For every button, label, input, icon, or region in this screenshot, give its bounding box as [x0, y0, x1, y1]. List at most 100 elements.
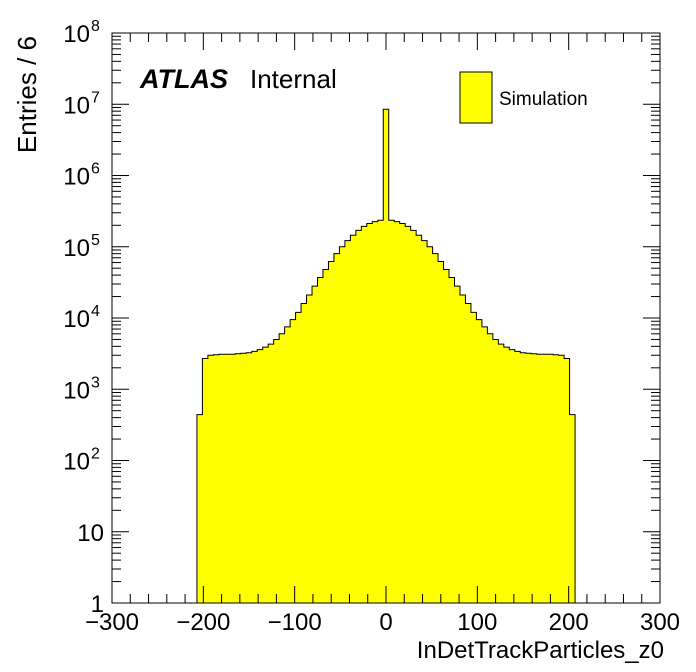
histogram-bar: [240, 353, 247, 603]
x-tick-label: 200: [549, 609, 589, 636]
histogram-bar: [202, 358, 209, 603]
y-tick-label: 10: [63, 21, 90, 48]
x-axis-label: InDetTrackParticles_z0: [417, 637, 664, 664]
histogram-bar: [268, 344, 275, 603]
legend-entry-simulation: Simulation: [499, 89, 588, 110]
y-tick-label: 10: [77, 520, 104, 547]
histogram-bar: [394, 221, 401, 603]
axis-ticks: [111, 32, 661, 604]
atlas-label: ATLAS: [139, 64, 228, 94]
histogram-bar: [558, 355, 565, 603]
y-tick-label-exponent: 7: [91, 89, 100, 106]
histogram-bar: [410, 230, 417, 603]
histogram-bar: [377, 220, 384, 603]
histogram-bar: [388, 220, 395, 603]
histogram-bar: [290, 319, 296, 603]
histogram-bar: [481, 326, 488, 603]
y-tick-label: 10: [63, 377, 90, 404]
histogram-bar: [273, 339, 280, 603]
histogram-bar: [547, 354, 554, 603]
histogram-bar: [372, 221, 379, 603]
histogram-bar: [525, 353, 532, 603]
y-tick-label: 10: [63, 164, 90, 191]
histogram-bar: [213, 354, 220, 603]
y-tick-label-exponent: 2: [91, 446, 100, 463]
histogram-bar: [553, 354, 560, 603]
histogram-bar: [196, 414, 203, 603]
x-tick-label: −200: [176, 609, 230, 636]
histogram-bar: [344, 240, 351, 603]
x-tick-label: −100: [268, 609, 322, 636]
histogram-bar: [465, 303, 472, 603]
histogram-bar: [514, 351, 521, 603]
histogram-bar: [416, 235, 423, 603]
histogram-bar: [218, 354, 225, 603]
histogram-bar: [366, 223, 373, 603]
histogram-bar: [207, 355, 214, 603]
histogram-bar: [246, 352, 253, 603]
histogram-bar: [454, 286, 461, 603]
histogram-bar: [229, 354, 236, 603]
y-axis-label: Entries / 6: [12, 36, 42, 153]
histogram-bar: [284, 326, 291, 603]
histogram-bar: [542, 354, 549, 603]
y-tick-label: 10: [63, 306, 90, 333]
histogram-bar: [536, 354, 543, 603]
histogram-bar: [399, 223, 406, 603]
histogram-bar: [427, 246, 433, 603]
histogram-bar: [487, 333, 494, 603]
y-tick-label-exponent: 8: [91, 18, 100, 35]
histogram-bar: [498, 344, 505, 603]
histogram-bar: [262, 347, 269, 603]
histogram-bar: [509, 349, 516, 603]
histogram-bar: [251, 351, 258, 603]
histogram-bar: [235, 353, 242, 603]
internal-label: Internal: [250, 64, 337, 94]
histogram-bar: [421, 240, 428, 603]
x-tick-label: −300: [85, 609, 139, 636]
histogram-bar: [355, 230, 362, 603]
histogram-bar: [520, 352, 527, 603]
histogram-bar: [405, 226, 412, 603]
histogram-bar: [531, 353, 538, 603]
histogram-bar: [339, 246, 346, 603]
histogram-bar: [317, 277, 324, 603]
histogram-bar: [279, 333, 286, 603]
y-tick-label-exponent: 3: [91, 374, 100, 391]
histogram-bar: [301, 303, 307, 603]
plot-frame: [111, 32, 661, 604]
histogram-bars: [196, 109, 576, 603]
histogram-bar: [492, 339, 499, 603]
y-tick-label: 1: [91, 591, 104, 618]
histogram-bar: [333, 253, 340, 603]
histogram-bar: [257, 349, 264, 603]
histogram-bar: [306, 295, 313, 603]
y-tick-label-exponent: 5: [91, 232, 100, 249]
histogram-bar: [383, 109, 390, 603]
histogram-bar: [449, 277, 455, 603]
histogram-bar: [470, 312, 477, 603]
histogram-bar: [459, 295, 466, 603]
histogram-bar: [312, 286, 318, 603]
histogram-bar: [350, 235, 357, 603]
histogram-bar: [443, 269, 450, 603]
histogram-bar: [438, 261, 444, 603]
x-tick-label: 300: [640, 609, 680, 636]
histogram-bar: [503, 347, 510, 603]
histogram-bar: [564, 358, 570, 603]
histogram-bar: [224, 354, 231, 603]
y-tick-label: 10: [63, 92, 90, 119]
histogram-outline: [196, 108, 576, 603]
y-tick-label-exponent: 6: [91, 161, 100, 178]
x-tick-label: 0: [379, 609, 392, 636]
histogram-bar: [328, 261, 335, 603]
y-tick-label: 10: [63, 449, 90, 476]
histogram-bar: [476, 319, 483, 603]
y-tick-label: 10: [63, 235, 90, 262]
legend: Simulation: [459, 71, 588, 124]
x-tick-label: 100: [457, 609, 497, 636]
y-tick-label-exponent: 4: [91, 303, 100, 320]
